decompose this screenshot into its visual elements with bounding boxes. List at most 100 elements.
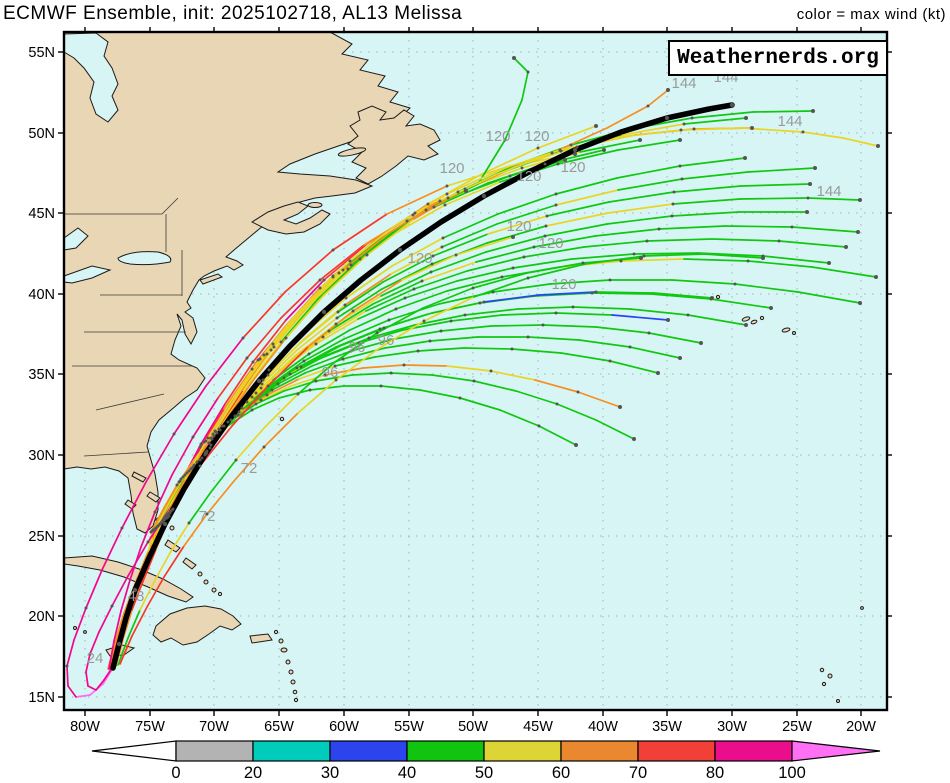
time-dot bbox=[657, 227, 661, 231]
time-dot bbox=[220, 424, 224, 428]
track-segment bbox=[653, 292, 713, 299]
land-puerto-rico bbox=[249, 633, 273, 644]
colorbar-label: 70 bbox=[629, 764, 647, 782]
track-segment bbox=[724, 225, 793, 228]
time-dot bbox=[308, 388, 312, 392]
time-dot bbox=[628, 345, 632, 349]
track-segment bbox=[89, 631, 100, 655]
time-dot bbox=[642, 254, 646, 258]
track-segment bbox=[384, 340, 431, 349]
time-dot bbox=[478, 301, 482, 305]
track-segment bbox=[477, 139, 506, 185]
time-dot bbox=[284, 336, 288, 340]
time-dot bbox=[237, 410, 241, 414]
track-segment bbox=[351, 372, 392, 376]
colorbar-bin bbox=[714, 740, 793, 762]
track-segment bbox=[75, 694, 91, 698]
track-segment bbox=[431, 374, 475, 382]
time-dot bbox=[574, 443, 578, 447]
time-dot bbox=[511, 266, 515, 270]
lon-label: 65W bbox=[264, 719, 294, 735]
track-segment bbox=[300, 345, 341, 368]
colorbar-bin bbox=[560, 740, 639, 762]
forecast-hour-label: 120 bbox=[524, 128, 549, 145]
track-segment bbox=[120, 579, 131, 612]
time-dot bbox=[203, 450, 209, 456]
track-segment bbox=[584, 255, 645, 265]
time-dot bbox=[777, 239, 781, 243]
track-segment bbox=[595, 419, 635, 440]
time-dot bbox=[526, 276, 530, 280]
time-dot bbox=[172, 432, 176, 436]
hour-labels: 24 48 72 72 96 96 96 120 120 120 120 120 120 120 120 12… bbox=[87, 69, 842, 667]
lat-label: 40N bbox=[28, 287, 55, 303]
track-segment bbox=[127, 541, 149, 577]
lat-label: 25N bbox=[28, 529, 55, 545]
time-dot bbox=[619, 259, 623, 263]
time-dot bbox=[153, 510, 157, 514]
time-dot bbox=[544, 224, 548, 228]
time-dot bbox=[331, 275, 335, 279]
track-segment bbox=[427, 173, 483, 205]
time-dot bbox=[110, 604, 114, 608]
time-dot bbox=[378, 327, 382, 331]
track-segment bbox=[444, 181, 501, 206]
time-dot bbox=[489, 369, 493, 373]
track-segment bbox=[261, 349, 298, 385]
track-segment bbox=[739, 197, 809, 200]
track-segment bbox=[205, 337, 244, 387]
time-dot bbox=[162, 521, 168, 527]
time-dot bbox=[666, 318, 670, 322]
track-segment bbox=[345, 265, 393, 299]
forecast-hour-label: 72 bbox=[241, 460, 258, 477]
time-dot bbox=[213, 429, 217, 433]
track-segment bbox=[382, 255, 434, 283]
time-dot bbox=[262, 353, 266, 357]
time-dot bbox=[543, 162, 547, 166]
track-segment bbox=[280, 298, 319, 343]
time-dot bbox=[234, 458, 238, 462]
time-dot bbox=[671, 202, 675, 206]
track-segment bbox=[374, 350, 419, 358]
track-segment bbox=[430, 251, 487, 273]
track-segment bbox=[747, 167, 816, 173]
time-dot bbox=[491, 290, 495, 294]
time-dot bbox=[321, 335, 325, 339]
track-segment bbox=[422, 287, 474, 309]
track-segment bbox=[277, 365, 313, 385]
time-dot bbox=[678, 164, 682, 168]
time-dot bbox=[422, 319, 426, 323]
track-segment bbox=[323, 243, 368, 281]
track-segment bbox=[113, 610, 122, 642]
track-segment bbox=[578, 339, 631, 348]
track-segment bbox=[583, 240, 648, 248]
land-masses bbox=[63, 31, 864, 703]
forecast-hour-label: 96 bbox=[378, 332, 395, 349]
track-segment bbox=[658, 225, 726, 230]
track-segment bbox=[154, 474, 173, 513]
time-dot bbox=[288, 372, 292, 376]
track-segment bbox=[490, 370, 536, 381]
track-segment bbox=[672, 198, 741, 205]
time-dot bbox=[245, 356, 249, 360]
track-segment bbox=[235, 426, 266, 461]
lon-label: 45W bbox=[523, 719, 553, 735]
track-segment bbox=[606, 105, 649, 129]
time-dot bbox=[590, 291, 594, 295]
time-dot bbox=[554, 203, 558, 207]
track-segment bbox=[647, 89, 669, 107]
time-dot bbox=[336, 310, 340, 314]
time-dot bbox=[813, 166, 817, 170]
time-dot bbox=[554, 311, 558, 315]
time-dot bbox=[187, 469, 191, 473]
time-dot bbox=[88, 652, 92, 656]
track-segment bbox=[255, 390, 285, 405]
track-segment bbox=[679, 157, 746, 167]
forecast-hour-label: 96 bbox=[322, 364, 339, 381]
track-segment bbox=[285, 279, 325, 321]
colorbar-label: 60 bbox=[552, 764, 570, 782]
track-segment bbox=[169, 522, 190, 554]
time-dot bbox=[438, 199, 442, 203]
track-segment bbox=[441, 223, 498, 248]
